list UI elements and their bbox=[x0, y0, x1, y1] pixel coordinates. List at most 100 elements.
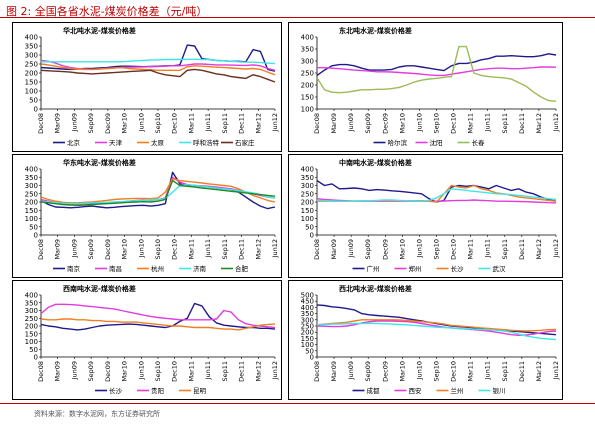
x-tick-label: Jun12 bbox=[552, 361, 560, 380]
chart-northeast: 东北吨水泥-煤炭价格差 100 150 200 250 300 350 400 Dec08 Mar… bbox=[301, 26, 560, 147]
y-tick-label: 0 bbox=[310, 354, 314, 362]
x-tick-label: Jun12 bbox=[271, 361, 279, 380]
figure-title: 图 2: 全国各省水泥-煤炭价格差（元/吨） bbox=[6, 5, 208, 18]
chart-title: 西北吨水泥-煤炭价格差 bbox=[339, 284, 412, 293]
chart-title: 东北吨水泥-煤炭价格差 bbox=[339, 26, 412, 35]
x-tick-label: Jun11 bbox=[484, 113, 492, 132]
series-line bbox=[40, 184, 276, 205]
legend-label: 济南 bbox=[193, 264, 207, 273]
y-tick-label: 100 bbox=[301, 106, 314, 114]
y-tick-label: 100 bbox=[25, 338, 38, 346]
x-tick-label: Mar11 bbox=[467, 361, 475, 382]
legend-label: 兰州 bbox=[451, 386, 464, 395]
x-tick-label: Mar10 bbox=[398, 239, 406, 260]
legend-label: 哈尔滨 bbox=[388, 138, 408, 147]
y-tick-label: 100 bbox=[25, 88, 38, 96]
legend-label: 北京 bbox=[67, 138, 81, 147]
y-tick-label: 300 bbox=[301, 182, 314, 190]
x-tick-label: Dec11 bbox=[518, 239, 526, 260]
series-line bbox=[316, 180, 557, 203]
y-tick-label: 150 bbox=[301, 207, 314, 215]
x-tick-label: Jun09 bbox=[347, 361, 355, 380]
x-tick-label: Sep11 bbox=[221, 361, 229, 382]
x-tick-label: Mar11 bbox=[187, 239, 195, 260]
y-tick-label: 50 bbox=[305, 223, 314, 231]
y-tick-label: 350 bbox=[301, 310, 314, 318]
x-tick-label: Sep10 bbox=[433, 113, 441, 134]
x-tick-label: Jun11 bbox=[204, 239, 212, 258]
y-tick-label: 0 bbox=[310, 232, 314, 240]
x-tick-label: Dec11 bbox=[518, 113, 526, 134]
x-tick-label: Dec08 bbox=[313, 239, 321, 260]
series-line bbox=[316, 319, 557, 332]
chart-title: 西南吨水泥-煤炭价格差 bbox=[63, 284, 136, 293]
legend-label: 太原 bbox=[151, 138, 165, 147]
y-tick-label: 300 bbox=[25, 182, 38, 190]
x-tick-label: Mar10 bbox=[398, 113, 406, 134]
x-tick-label: Mar10 bbox=[121, 239, 129, 260]
y-tick-label: 350 bbox=[301, 46, 314, 54]
chart-title: 华东吨水泥-煤炭价格差 bbox=[63, 158, 136, 167]
y-tick-label: 250 bbox=[25, 190, 38, 198]
y-tick-label: 350 bbox=[25, 43, 38, 51]
x-tick-label: Mar11 bbox=[467, 239, 475, 260]
y-tick-label: 250 bbox=[25, 315, 38, 323]
y-tick-label: 400 bbox=[301, 166, 314, 174]
x-tick-label: Dec09 bbox=[381, 113, 389, 134]
y-tick-label: 200 bbox=[25, 199, 38, 207]
y-tick-label: 200 bbox=[25, 70, 38, 78]
legend-label: 沈阳 bbox=[430, 138, 443, 147]
legend-label: 合肥 bbox=[235, 264, 249, 273]
series-line bbox=[41, 58, 276, 65]
x-tick-label: Mar09 bbox=[54, 113, 62, 134]
x-tick-label: Dec09 bbox=[381, 361, 389, 382]
x-tick-label: Mar11 bbox=[187, 361, 195, 382]
x-tick-label: Mar09 bbox=[330, 361, 338, 382]
x-tick-label: Dec08 bbox=[37, 113, 45, 134]
y-tick-label: 450 bbox=[301, 298, 314, 306]
y-tick-label: 200 bbox=[301, 82, 314, 90]
series-line bbox=[40, 179, 276, 206]
y-tick-label: 200 bbox=[301, 199, 314, 207]
legend-label: 长沙 bbox=[109, 386, 123, 395]
x-tick-label: Mar09 bbox=[330, 239, 338, 260]
y-tick-label: 250 bbox=[301, 70, 314, 78]
x-tick-label: Dec08 bbox=[313, 113, 321, 134]
x-tick-label: Dec11 bbox=[518, 361, 526, 382]
legend-label: 成都 bbox=[367, 386, 381, 395]
x-tick-label: Mar12 bbox=[254, 239, 262, 260]
x-tick-label: Jun10 bbox=[137, 361, 145, 380]
x-tick-label: Jun10 bbox=[137, 113, 145, 132]
x-tick-label: Dec09 bbox=[104, 361, 112, 382]
legend-label: 石家庄 bbox=[235, 138, 255, 147]
x-tick-label: Sep11 bbox=[501, 239, 509, 260]
x-tick-label: Dec10 bbox=[171, 239, 179, 260]
y-tick-label: 50 bbox=[305, 347, 314, 355]
x-tick-label: Sep11 bbox=[501, 361, 509, 382]
legend-label: 武汉 bbox=[493, 264, 507, 273]
y-tick-label: 100 bbox=[25, 215, 38, 223]
x-tick-label: Sep09 bbox=[364, 113, 372, 134]
chart-panel-north: 华北吨水泥-煤炭价格差 0 50 100 150 200 250 300 350 400 Dec08… bbox=[12, 22, 282, 152]
x-tick-label: Dec11 bbox=[238, 239, 246, 260]
x-tick-label: Jun12 bbox=[271, 113, 279, 132]
x-tick-label: Sep10 bbox=[154, 239, 162, 260]
x-tick-label: Dec08 bbox=[37, 239, 45, 260]
x-tick-label: Jun09 bbox=[70, 239, 78, 258]
y-tick-label: 400 bbox=[25, 34, 38, 42]
y-tick-label: 400 bbox=[301, 34, 314, 42]
y-tick-label: 300 bbox=[25, 307, 38, 315]
series-line bbox=[316, 53, 557, 76]
x-tick-label: Dec11 bbox=[238, 113, 246, 134]
legend-label: 郑州 bbox=[409, 265, 422, 273]
source-divider bbox=[0, 403, 595, 404]
chart-panel-northwest: 西北吨水泥-煤炭价格差 0 50 100 150 200 250 300 350 400 450 50… bbox=[288, 280, 563, 400]
x-tick-label: Jun10 bbox=[415, 113, 423, 132]
x-tick-label: Sep09 bbox=[364, 361, 372, 382]
x-tick-label: Dec08 bbox=[313, 361, 321, 382]
x-tick-label: Sep09 bbox=[87, 361, 95, 382]
x-tick-label: Sep11 bbox=[501, 113, 509, 134]
x-tick-label: Sep10 bbox=[433, 361, 441, 382]
series-line bbox=[40, 63, 276, 76]
